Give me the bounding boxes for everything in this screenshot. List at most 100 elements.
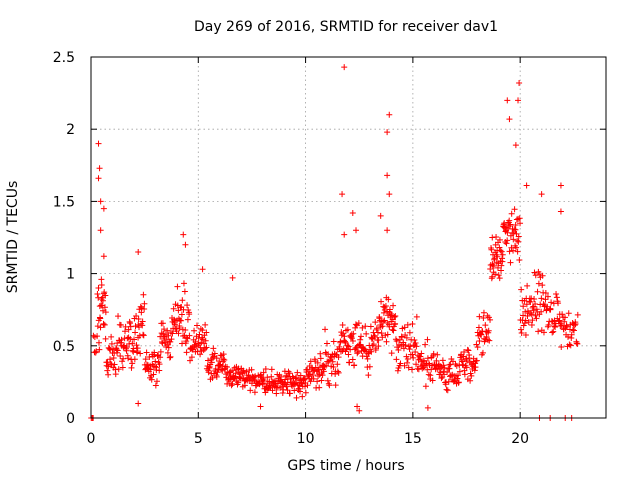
data-point <box>503 240 510 247</box>
data-point <box>183 349 190 356</box>
data-point <box>229 380 236 387</box>
data-point <box>499 258 506 265</box>
data-point <box>544 293 551 300</box>
x-tick-label-1: 5 <box>194 431 203 447</box>
data-point <box>143 349 150 356</box>
data-point <box>378 330 385 337</box>
data-point <box>375 343 382 350</box>
data-point <box>323 340 330 347</box>
data-point <box>548 318 555 325</box>
data-point <box>533 315 540 322</box>
data-point <box>115 313 122 320</box>
data-point <box>475 324 482 331</box>
data-point <box>194 322 201 329</box>
data-point <box>260 369 267 376</box>
data-point <box>567 342 574 349</box>
data-point <box>364 355 371 362</box>
data-point <box>98 276 105 283</box>
data-point <box>487 316 494 323</box>
data-point <box>248 366 255 373</box>
y-tick-label-3: 1.5 <box>53 194 75 210</box>
data-point <box>468 372 475 379</box>
data-point <box>282 376 289 383</box>
data-point <box>507 221 514 228</box>
data-point <box>569 326 576 333</box>
data-point <box>381 317 388 324</box>
data-point <box>339 321 346 328</box>
data-point <box>195 340 202 347</box>
data-point <box>135 248 142 255</box>
data-point <box>395 346 402 353</box>
data-point <box>326 357 333 364</box>
data-point <box>165 344 172 351</box>
data-point <box>411 337 418 344</box>
data-point <box>556 317 563 324</box>
data-point <box>133 313 140 320</box>
data-point <box>140 291 147 298</box>
data-point <box>284 387 291 394</box>
data-point <box>459 361 466 368</box>
data-point <box>455 379 462 386</box>
data-point <box>157 354 164 361</box>
data-point <box>511 206 518 213</box>
data-point <box>512 222 519 229</box>
data-point <box>508 210 515 217</box>
data-point <box>391 313 398 320</box>
data-point <box>406 346 413 353</box>
data-point <box>183 334 190 341</box>
data-point <box>129 360 136 367</box>
data-point <box>170 305 177 312</box>
data-point <box>197 344 204 351</box>
data-point <box>105 371 112 378</box>
data-point <box>388 350 395 357</box>
data-point <box>314 367 321 374</box>
data-point <box>197 325 204 332</box>
data-point <box>515 238 522 245</box>
data-point <box>350 330 357 337</box>
data-point <box>511 226 518 233</box>
data-point <box>153 364 160 371</box>
data-point <box>213 373 220 380</box>
data-point <box>334 361 341 368</box>
data-point <box>401 362 408 369</box>
data-point <box>351 362 358 369</box>
data-point <box>365 372 372 379</box>
data-point <box>167 353 174 360</box>
data-point <box>398 334 405 341</box>
data-point <box>538 308 545 315</box>
data-point <box>111 361 118 368</box>
data-point <box>405 364 412 371</box>
data-point <box>380 303 387 310</box>
data-point <box>514 248 521 255</box>
data-point <box>419 365 426 372</box>
data-point <box>493 233 500 240</box>
data-point <box>386 191 393 198</box>
data-point <box>499 251 506 258</box>
data-point <box>404 359 411 366</box>
data-point <box>221 356 228 363</box>
data-point <box>205 357 212 364</box>
data-point <box>94 333 101 340</box>
data-point <box>102 309 109 316</box>
data-point <box>563 323 570 330</box>
data-point <box>115 366 122 373</box>
data-point <box>208 359 215 366</box>
data-point <box>94 291 101 298</box>
data-point <box>354 403 361 410</box>
data-point <box>566 341 573 348</box>
data-point <box>98 281 105 288</box>
data-point <box>372 319 379 326</box>
data-point <box>96 165 103 172</box>
data-point <box>202 337 209 344</box>
data-point <box>425 371 432 378</box>
data-point <box>283 383 290 390</box>
data-point <box>510 229 517 236</box>
data-point <box>335 369 342 376</box>
data-point <box>553 291 560 298</box>
data-point <box>529 317 536 324</box>
data-point <box>545 322 552 329</box>
data-point <box>317 355 324 362</box>
data-point <box>315 373 322 380</box>
data-point <box>535 280 542 287</box>
